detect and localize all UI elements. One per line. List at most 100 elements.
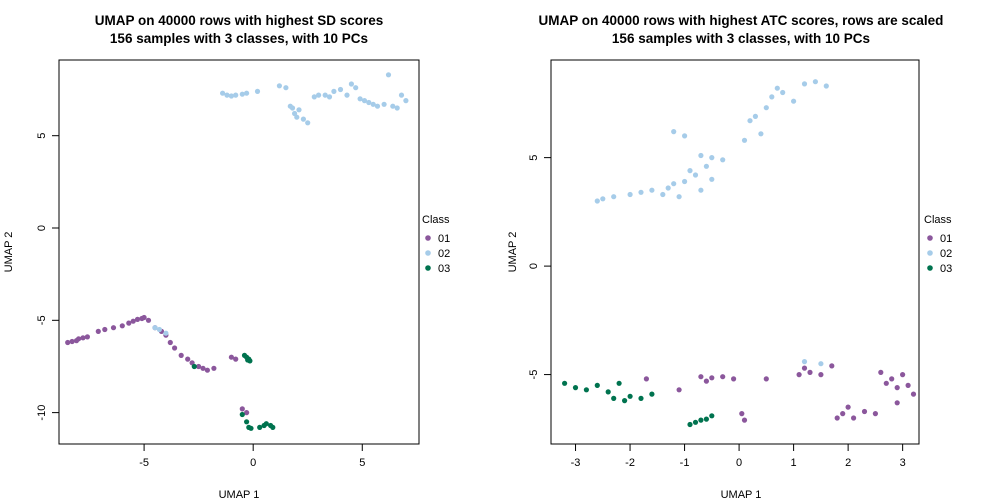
data-point — [900, 372, 906, 378]
data-point — [692, 419, 699, 425]
data-point — [894, 385, 900, 391]
data-point — [326, 94, 333, 100]
data-point — [163, 330, 169, 336]
data-point — [801, 81, 808, 87]
data-point — [801, 365, 808, 371]
data-point — [95, 328, 101, 334]
data-point — [605, 389, 611, 395]
data-point — [829, 363, 835, 369]
data-point — [872, 411, 879, 417]
data-point — [245, 357, 251, 363]
data-point — [152, 325, 158, 331]
data-point — [682, 178, 688, 185]
data-point — [780, 89, 786, 96]
data-point — [348, 81, 354, 87]
data-point — [720, 157, 726, 163]
data-point — [731, 376, 737, 382]
data-point — [102, 326, 108, 333]
data-point — [594, 382, 600, 388]
legend-label: 02 — [940, 248, 952, 260]
plot-frame — [550, 59, 920, 445]
data-point — [374, 103, 381, 109]
data-point — [905, 382, 911, 388]
series-02 — [152, 72, 409, 336]
data-point — [600, 196, 606, 202]
data-point — [172, 345, 178, 351]
legend-label: 03 — [940, 263, 952, 275]
panel-2: UMAP on 40000 rows with highest ATC scor… — [507, 13, 952, 501]
legend-swatch — [927, 250, 933, 256]
data-point — [211, 365, 217, 371]
data-point — [76, 336, 82, 342]
data-point — [709, 176, 715, 182]
data-point — [889, 376, 895, 382]
data-point — [812, 79, 819, 85]
legend-title: Class — [924, 214, 952, 226]
y-tick-label: 0 — [528, 263, 540, 269]
data-point — [774, 85, 780, 91]
data-point — [228, 93, 234, 99]
data-point — [840, 411, 846, 417]
data-point — [119, 323, 125, 329]
data-point — [682, 133, 688, 139]
x-tick-label: 0 — [250, 457, 256, 469]
data-point — [627, 393, 633, 399]
data-point — [801, 359, 808, 365]
data-point — [353, 85, 359, 91]
data-point — [709, 155, 715, 161]
data-point — [357, 96, 363, 102]
plot-frame — [58, 59, 420, 445]
x-tick-label: 5 — [359, 457, 365, 469]
data-point — [220, 90, 226, 96]
series-03 — [191, 352, 276, 431]
data-point — [638, 189, 644, 195]
x-tick-label: 2 — [845, 457, 851, 469]
data-point — [126, 320, 132, 326]
data-point — [141, 314, 147, 321]
data-point — [687, 421, 693, 428]
data-point — [883, 380, 889, 386]
legend-swatch — [425, 250, 431, 256]
data-point — [692, 172, 699, 178]
y-tick-label: -5 — [36, 315, 48, 325]
data-point — [818, 372, 824, 378]
data-point — [709, 375, 715, 381]
legend-swatch — [425, 235, 431, 241]
legend-label: 02 — [438, 248, 450, 260]
x-tick-label: -2 — [625, 457, 635, 469]
data-point — [248, 425, 254, 431]
data-point — [861, 408, 868, 415]
y-tick-label: 0 — [36, 225, 48, 231]
x-tick-label: -1 — [680, 457, 690, 469]
data-point — [791, 98, 797, 104]
x-axis-label: UMAP 1 — [219, 489, 260, 501]
y-tick-label: -5 — [528, 370, 540, 380]
chart-subtitle: 156 samples with 3 classes, with 10 PCs — [612, 31, 870, 46]
data-point — [910, 391, 917, 397]
data-point — [687, 168, 693, 174]
data-point — [594, 198, 600, 204]
data-point — [671, 181, 677, 187]
data-point — [145, 317, 152, 323]
data-point — [69, 338, 75, 345]
data-point — [703, 416, 710, 422]
data-point — [698, 187, 704, 193]
data-point — [254, 88, 261, 94]
data-point — [703, 163, 710, 169]
data-point — [311, 94, 317, 100]
data-point — [698, 152, 704, 159]
legend-label: 01 — [940, 233, 952, 245]
data-point — [185, 356, 191, 362]
data-point — [583, 387, 590, 393]
panel-1: UMAP on 40000 rows with highest SD score… — [3, 13, 450, 501]
data-point — [178, 352, 184, 358]
data-point — [331, 88, 337, 94]
y-tick-label: 5 — [528, 155, 540, 161]
data-point — [84, 334, 90, 340]
data-point — [167, 339, 173, 346]
legend-swatch — [425, 265, 431, 271]
data-point — [263, 421, 269, 427]
data-point — [741, 417, 748, 423]
x-tick-label: 0 — [736, 457, 742, 469]
